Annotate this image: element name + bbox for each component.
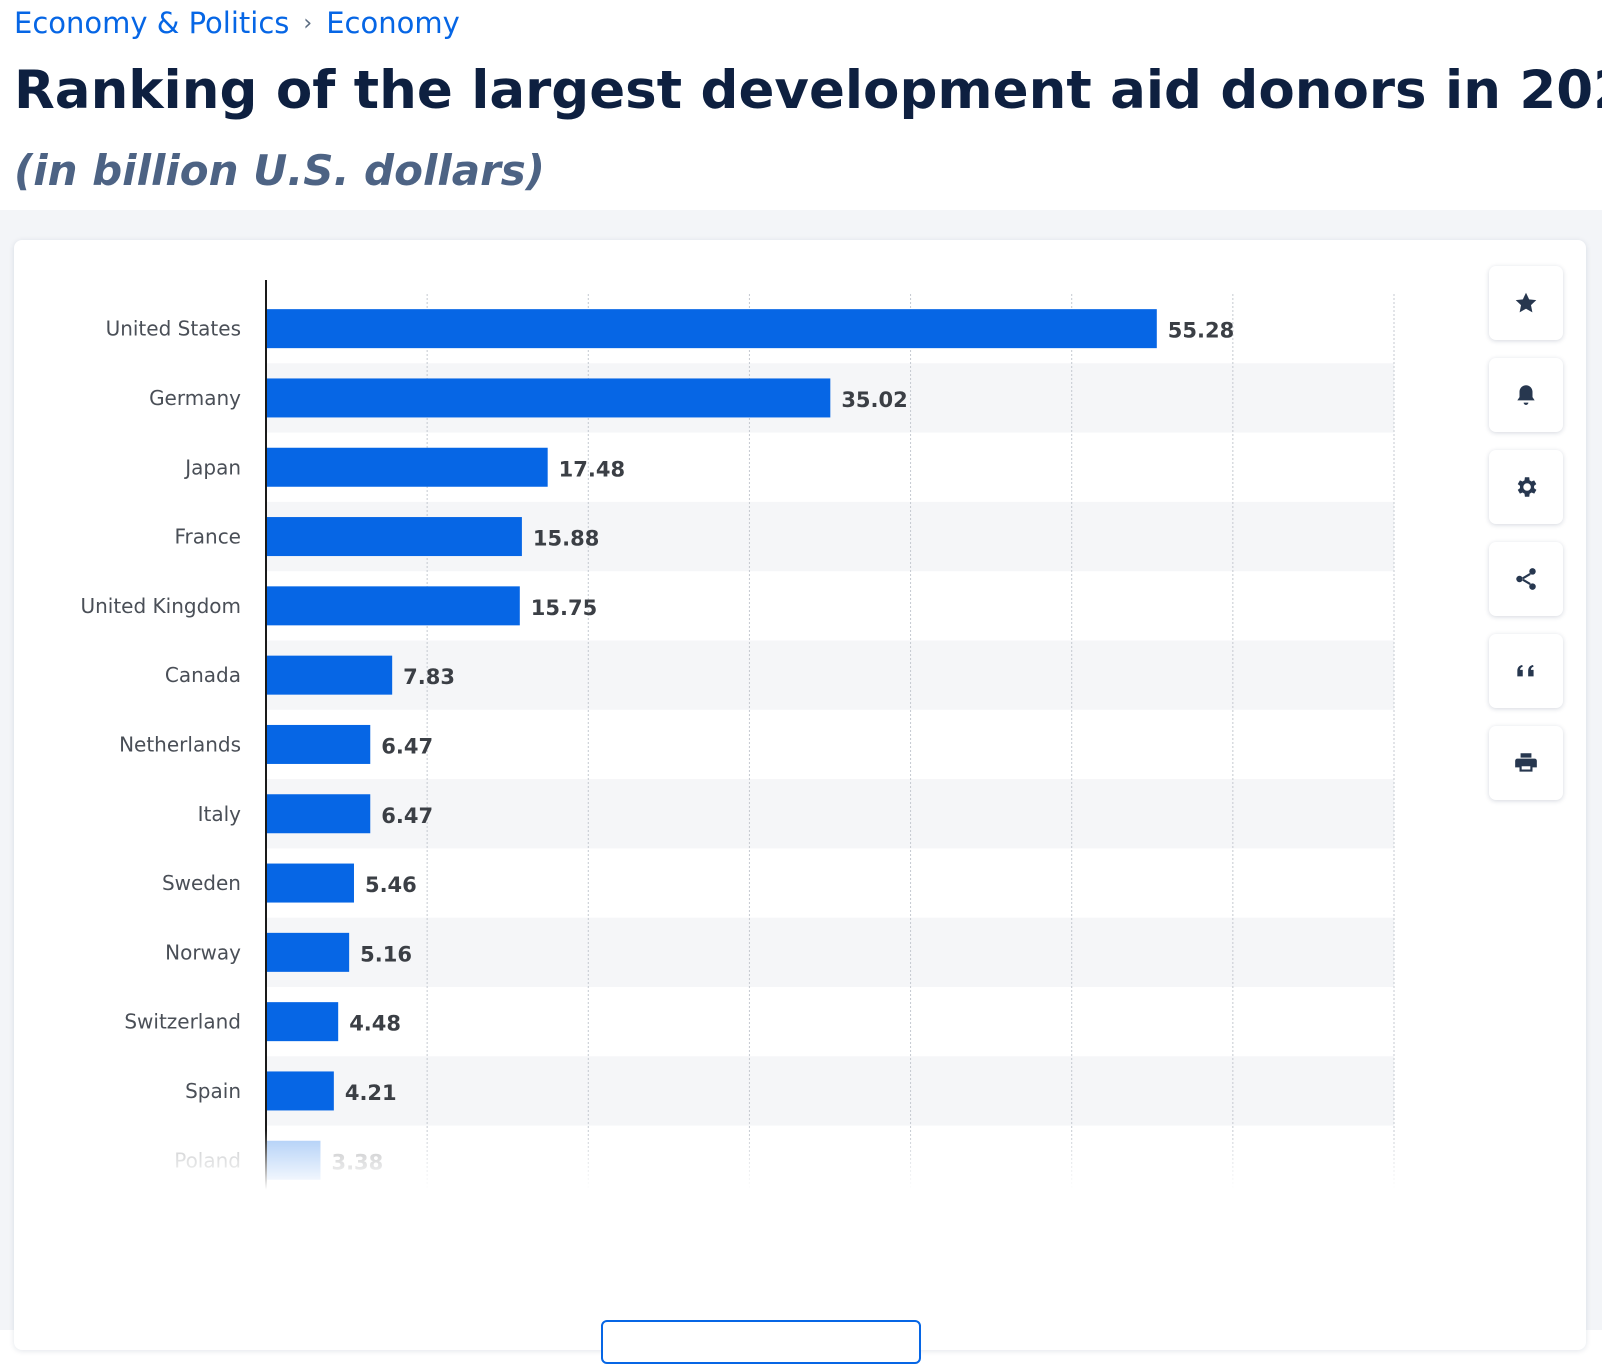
category-label: Canada bbox=[165, 663, 241, 687]
bar bbox=[266, 1140, 321, 1180]
settings-button[interactable] bbox=[1489, 450, 1563, 524]
category-label: United States bbox=[106, 317, 241, 341]
category-label: Norway bbox=[165, 940, 241, 964]
row-stripe bbox=[266, 1056, 1394, 1126]
category-label: France bbox=[174, 525, 241, 549]
bar bbox=[266, 309, 1157, 349]
value-label: 6.47 bbox=[381, 804, 433, 828]
share-button[interactable] bbox=[1489, 542, 1563, 616]
category-label: Japan bbox=[183, 455, 241, 479]
gear-icon bbox=[1517, 477, 1537, 497]
bar bbox=[266, 517, 522, 557]
value-label: 6.47 bbox=[381, 734, 433, 758]
print-button[interactable] bbox=[1489, 726, 1563, 800]
category-label: Switzerland bbox=[124, 1010, 241, 1034]
breadcrumb-link-economy-politics[interactable]: Economy & Politics bbox=[14, 6, 290, 40]
bar-chart: United States 55.28 Germany 35.02 Japan 17.48… bbox=[80, 280, 1395, 1195]
cite-button[interactable] bbox=[1489, 634, 1563, 708]
favorite-button[interactable] bbox=[1489, 266, 1563, 340]
bar bbox=[266, 1071, 334, 1111]
star-icon bbox=[1515, 292, 1537, 313]
value-label: 55.28 bbox=[1168, 319, 1234, 343]
bar bbox=[266, 378, 831, 418]
chart-card: United States 55.28 Germany 35.02 Japan 17.48… bbox=[14, 240, 1586, 1350]
value-label: 5.46 bbox=[365, 873, 417, 897]
print-icon bbox=[1515, 753, 1537, 772]
bar bbox=[266, 932, 350, 972]
breadcrumb: Economy & Politics › Economy bbox=[14, 6, 460, 40]
breadcrumb-link-economy[interactable]: Economy bbox=[326, 6, 460, 40]
value-label: 15.88 bbox=[533, 527, 599, 551]
page-subtitle: (in billion U.S. dollars) bbox=[14, 146, 545, 195]
row-stripe bbox=[266, 779, 1394, 849]
value-label: 4.21 bbox=[345, 1081, 397, 1105]
bar bbox=[266, 1002, 339, 1042]
breadcrumb-separator: › bbox=[303, 10, 313, 36]
category-label: Germany bbox=[149, 386, 241, 410]
row-stripe bbox=[266, 640, 1394, 710]
category-label: Poland bbox=[174, 1148, 241, 1172]
bar bbox=[266, 447, 548, 487]
value-label: 7.83 bbox=[403, 665, 455, 689]
show-more-button[interactable] bbox=[601, 1320, 921, 1364]
category-label: Netherlands bbox=[119, 732, 241, 756]
bar bbox=[266, 794, 371, 834]
value-label: 35.02 bbox=[841, 388, 907, 412]
value-label: 15.75 bbox=[531, 596, 597, 620]
bar bbox=[266, 863, 354, 903]
bell-icon bbox=[1517, 385, 1535, 405]
bar bbox=[266, 586, 520, 626]
category-label: Sweden bbox=[162, 871, 241, 895]
category-label: United Kingdom bbox=[80, 594, 241, 618]
category-label: Spain bbox=[185, 1079, 241, 1103]
bar bbox=[266, 655, 393, 695]
value-label: 17.48 bbox=[559, 457, 625, 481]
notification-button[interactable] bbox=[1489, 358, 1563, 432]
value-label: 5.16 bbox=[360, 942, 412, 966]
value-label: 4.48 bbox=[349, 1012, 401, 1036]
row-stripe bbox=[266, 917, 1394, 987]
share-icon bbox=[1516, 568, 1536, 590]
category-label: Italy bbox=[198, 802, 242, 826]
bar bbox=[266, 724, 371, 764]
page-title: Ranking of the largest development aid d… bbox=[14, 60, 1602, 121]
value-label: 3.38 bbox=[331, 1150, 383, 1174]
quote-icon bbox=[1517, 665, 1534, 677]
chart-toolbar bbox=[1489, 266, 1563, 800]
